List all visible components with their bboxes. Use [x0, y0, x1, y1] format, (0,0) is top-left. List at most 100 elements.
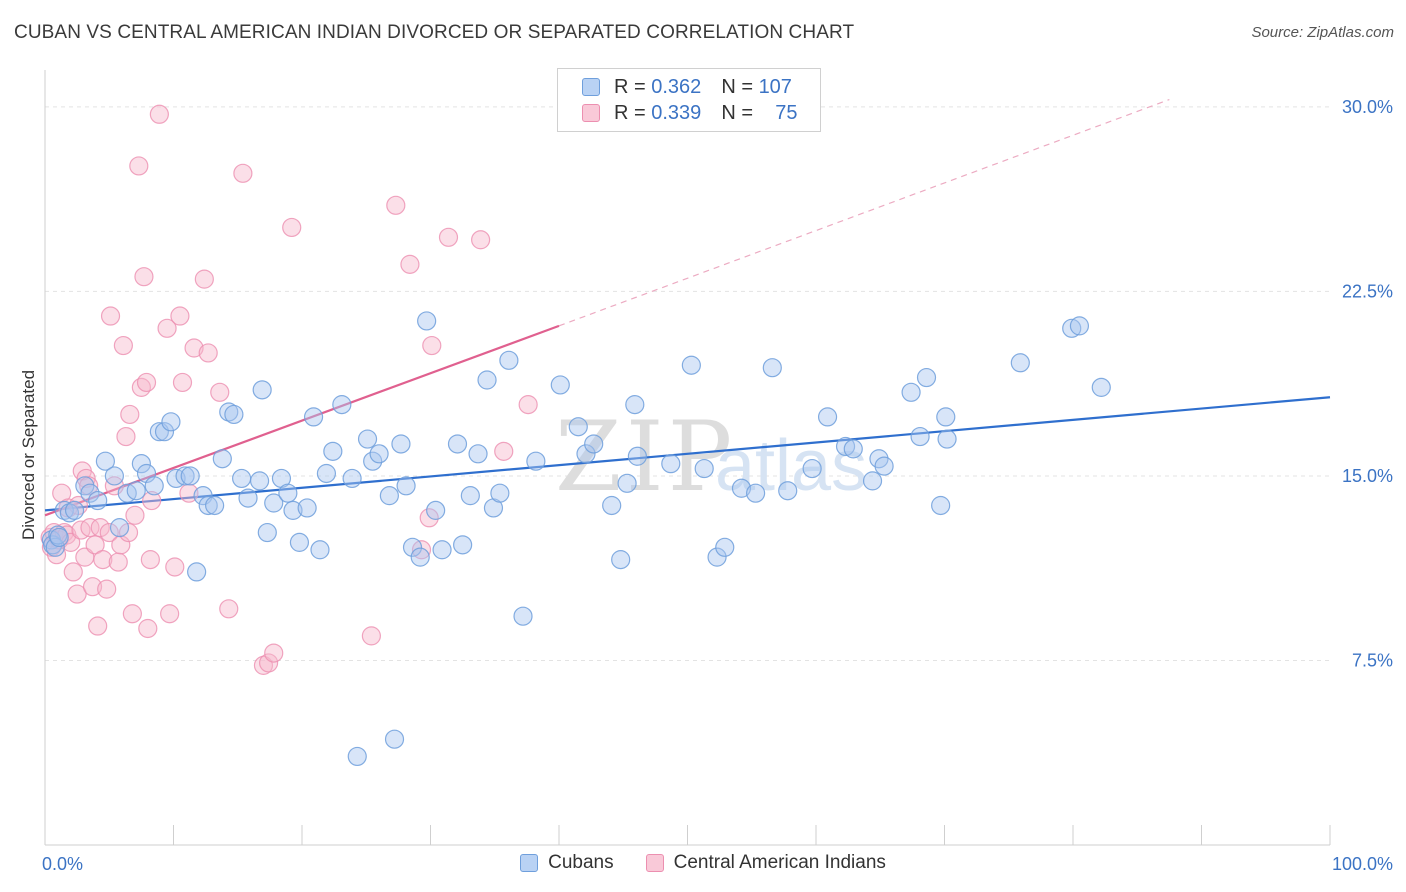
point-cubans	[778, 481, 798, 501]
point-cubans	[379, 486, 399, 506]
point-central-american-indians	[471, 230, 491, 250]
point-central-american-indians	[494, 441, 514, 461]
x-tick-label: 0.0%	[42, 854, 83, 874]
y-tick-label: 7.5%	[1352, 650, 1393, 670]
point-cubans	[54, 500, 74, 520]
point-cubans	[252, 380, 272, 400]
point-central-american-indians	[88, 616, 108, 636]
point-cubans	[1091, 377, 1111, 397]
point-central-american-indians	[149, 104, 169, 124]
point-cubans	[746, 483, 766, 503]
point-cubans	[490, 483, 510, 503]
point-cubans	[694, 458, 714, 479]
point-cubans	[384, 729, 405, 749]
source-credit: Source: ZipAtlas.com	[1251, 24, 1394, 41]
point-central-american-indians	[82, 577, 103, 597]
point-cubans	[310, 540, 330, 560]
point-cubans	[627, 446, 647, 466]
point-cubans	[460, 486, 480, 506]
point-central-american-indians	[258, 653, 279, 673]
point-cubans	[625, 395, 645, 415]
grid-lines	[45, 106, 1330, 661]
point-cubans	[205, 495, 225, 516]
point-cubans	[154, 422, 175, 442]
point-cubans	[175, 466, 195, 486]
point-cubans	[402, 537, 423, 557]
point-cubans	[936, 407, 956, 427]
point-cubans	[342, 468, 362, 489]
point-cubans	[916, 367, 937, 388]
chart-title: CUBAN VS CENTRAL AMERICAN INDIAN DIVORCE…	[14, 22, 855, 43]
point-central-american-indians	[113, 335, 133, 356]
legend-row-central-american-indians: R = 0.339 N = 75	[582, 100, 797, 126]
point-cubans	[602, 495, 622, 516]
point-cubans	[316, 463, 337, 484]
point-cubans	[131, 454, 151, 474]
point-cubans	[88, 490, 108, 511]
trend-lines	[44, 98, 1331, 517]
point-cubans	[144, 476, 164, 496]
point-central-american-indians	[76, 468, 96, 489]
point-central-american-indians	[140, 550, 160, 570]
point-cubans	[513, 606, 533, 626]
point-central-american-indians	[419, 508, 439, 528]
legend-n-value-central-american-indians: 75	[775, 101, 798, 124]
point-cubans	[224, 404, 244, 425]
point-central-american-indians	[116, 426, 136, 447]
point-cubans	[278, 483, 298, 503]
point-central-american-indians	[282, 217, 302, 238]
legend-n-label: N =	[721, 101, 753, 124]
point-cubans	[45, 537, 65, 557]
point-central-american-indians	[80, 518, 100, 538]
point-cubans	[468, 444, 488, 464]
point-central-american-indians	[67, 584, 87, 604]
point-central-american-indians	[157, 318, 177, 338]
point-cubans	[874, 456, 894, 476]
point-cubans	[264, 493, 284, 513]
point-cubans	[64, 500, 85, 520]
point-cubans	[453, 535, 473, 555]
trend-extension-central-american-indians	[558, 98, 1170, 327]
point-central-american-indians	[438, 227, 459, 247]
point-cubans	[363, 451, 383, 471]
point-cubans	[80, 483, 100, 503]
point-cubans	[232, 468, 252, 489]
point-cubans	[396, 476, 416, 496]
point-cubans	[568, 417, 588, 437]
point-central-american-indians	[63, 562, 83, 582]
point-cubans	[526, 451, 546, 471]
point-cubans	[369, 444, 389, 464]
point-central-american-indians	[219, 599, 239, 619]
point-cubans	[843, 439, 863, 459]
legend-swatch-cubans	[582, 78, 600, 96]
point-cubans	[180, 466, 200, 486]
point-central-american-indians	[85, 535, 105, 555]
point-cubans	[357, 429, 378, 449]
point-cubans	[238, 488, 258, 508]
point-cubans	[323, 441, 343, 461]
point-cubans	[43, 535, 63, 555]
point-cubans	[731, 478, 752, 498]
point-cubans	[283, 500, 303, 520]
point-cubans	[931, 495, 951, 516]
legend-label-cubans: Cubans	[548, 852, 614, 873]
point-central-american-indians	[97, 579, 117, 599]
point-cubans	[715, 537, 735, 557]
legend-n-value-cubans: 107	[758, 75, 792, 98]
point-central-american-indians	[160, 604, 180, 624]
point-central-american-indians	[264, 643, 284, 663]
point-cubans	[426, 500, 446, 520]
legend-swatch-cubans	[520, 854, 539, 872]
y-axis-label: Divorced or Separated	[19, 370, 38, 540]
series-legend: Cubans Central American Indians	[0, 852, 1406, 874]
point-cubans	[584, 434, 604, 454]
point-cubans	[187, 562, 207, 582]
legend-swatch-central-american-indians	[645, 854, 664, 872]
point-central-american-indians	[172, 372, 193, 393]
legend-r-label: R =	[614, 101, 646, 124]
point-cubans	[198, 495, 218, 516]
point-cubans	[937, 429, 957, 449]
legend-n-label: N =	[721, 75, 753, 98]
y-tick-label: 30.0%	[1342, 97, 1393, 117]
point-central-american-indians	[518, 395, 538, 415]
